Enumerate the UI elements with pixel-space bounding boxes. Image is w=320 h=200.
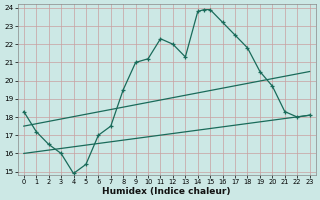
X-axis label: Humidex (Indice chaleur): Humidex (Indice chaleur): [102, 187, 231, 196]
